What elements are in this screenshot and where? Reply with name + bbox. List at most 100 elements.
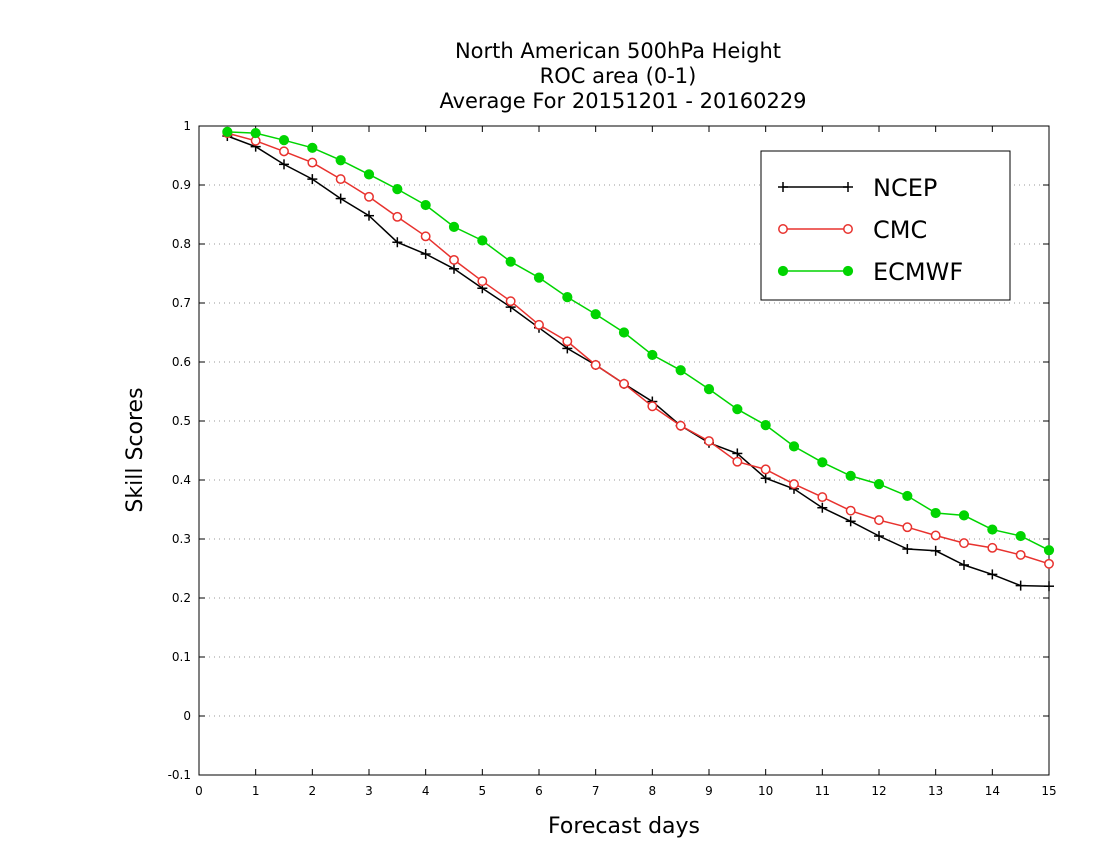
data-point-ecmwf — [392, 184, 403, 195]
chart-title-line-2: ROC area (0-1) — [540, 64, 697, 88]
data-point-cmc — [307, 157, 318, 168]
legend-item-ncep: NCEP — [778, 174, 937, 202]
y-tick-label: 0.7 — [172, 296, 191, 310]
y-tick-label: 0 — [183, 709, 191, 723]
legend-label-ncep: NCEP — [873, 174, 937, 202]
data-point-ecmwf — [222, 126, 233, 137]
data-point-ecmwf — [845, 470, 856, 481]
data-point-cmc — [817, 492, 828, 503]
legend-marker-cmc — [778, 224, 788, 234]
data-point-ncep — [307, 174, 318, 185]
data-point-cmc — [364, 191, 374, 202]
data-point-ecmwf — [873, 479, 885, 490]
data-point-ecmwf — [1015, 530, 1026, 542]
data-point-cmc — [279, 146, 289, 157]
data-point-ecmwf — [902, 490, 913, 502]
x-tick-label: 4 — [422, 784, 430, 798]
chart-title-line-1: North American 500hPa Height — [455, 39, 781, 63]
data-point-cmc — [335, 174, 346, 185]
data-point-cmc — [675, 420, 686, 431]
data-point-cmc — [505, 296, 516, 307]
y-axis-label: Skill Scores — [123, 387, 148, 512]
data-point-ecmwf — [590, 309, 601, 320]
y-tick-label: 0.9 — [172, 178, 191, 192]
legend-marker-ncep — [778, 182, 788, 192]
data-point-ecmwf — [1043, 545, 1055, 556]
data-point-ecmwf — [250, 127, 261, 139]
data-point-cmc — [760, 464, 771, 475]
data-point-ecmwf — [335, 155, 346, 166]
y-tick-label: 0.4 — [172, 473, 191, 487]
data-point-ecmwf — [703, 384, 715, 395]
data-point-ecmwf — [533, 272, 545, 283]
y-tick-label: 0.8 — [172, 237, 191, 251]
data-point-ecmwf — [618, 327, 630, 338]
y-tick-label: 0.2 — [172, 591, 191, 605]
data-point-ncep — [420, 249, 431, 260]
data-point-ecmwf — [817, 457, 828, 468]
x-tick-label: 1 — [252, 784, 260, 798]
legend: NCEP CMC ECMWF — [760, 150, 1011, 301]
data-point-ecmwf — [505, 256, 516, 267]
x-tick-label: 2 — [309, 784, 317, 798]
chart-title: North American 500hPa Height ROC area (0… — [439, 39, 806, 113]
data-point-ecmwf — [363, 169, 375, 180]
data-point-ecmwf — [278, 135, 290, 146]
x-tick-label: 7 — [592, 784, 600, 798]
x-tick-label: 15 — [1041, 784, 1056, 798]
legend-item-cmc: CMC — [778, 216, 927, 244]
x-tick-label: 5 — [479, 784, 487, 798]
data-point-cmc — [874, 515, 884, 526]
data-point-ecmwf — [930, 507, 941, 519]
data-point-ecmwf — [420, 199, 431, 211]
y-tick-label: -0.1 — [168, 768, 191, 782]
data-point-ncep — [817, 502, 828, 513]
data-point-ncep — [874, 531, 884, 542]
y-tick-label: 1 — [183, 119, 191, 133]
data-point-ecmwf — [958, 510, 970, 521]
data-point-cmc — [562, 336, 573, 347]
data-point-cmc — [902, 522, 913, 533]
data-point-cmc — [1015, 549, 1026, 560]
data-point-cmc — [619, 378, 629, 389]
data-point-ecmwf — [675, 365, 686, 376]
legend-marker-cmc — [843, 224, 853, 234]
data-point-ecmwf — [477, 235, 488, 246]
chart-title-line-3: Average For 20151201 - 20160229 — [439, 89, 806, 113]
legend-label-cmc: CMC — [873, 216, 927, 244]
y-tick-label: 0.3 — [172, 532, 191, 546]
data-point-ncep — [335, 193, 346, 204]
grid — [199, 184, 1049, 717]
data-point-ecmwf — [448, 221, 460, 232]
data-point-ncep — [279, 159, 289, 170]
x-tick-label: 14 — [985, 784, 1000, 798]
data-point-cmc — [704, 436, 714, 447]
legend-items: NCEP CMC ECMWF — [777, 174, 963, 286]
x-tick-label: 13 — [928, 784, 943, 798]
series-cmc — [222, 128, 1054, 569]
data-point-cmc — [420, 231, 431, 242]
x-tick-label: 6 — [535, 784, 543, 798]
x-tick-label: 3 — [365, 784, 373, 798]
data-point-cmc — [534, 319, 544, 330]
data-point-cmc — [732, 456, 743, 467]
data-point-cmc — [930, 530, 941, 541]
data-point-ncep — [1015, 580, 1026, 591]
data-point-ncep — [449, 263, 459, 274]
data-point-ncep — [987, 569, 998, 580]
data-point-cmc — [590, 360, 601, 370]
data-point-ecmwf — [987, 524, 998, 535]
data-point-ecmwf — [788, 441, 800, 452]
data-point-ecmwf — [562, 292, 573, 303]
legend-marker-ecmwf — [842, 265, 854, 277]
data-point-cmc — [392, 211, 403, 222]
axis-ticks: -0.100.10.20.30.40.50.60.70.80.910 1 2 3 4 5 6… — [168, 119, 1057, 798]
legend-item-ecmwf: ECMWF — [777, 258, 963, 286]
series-ecmwf — [222, 126, 1055, 556]
x-tick-label: 0 — [195, 784, 203, 798]
data-point-ecmwf — [647, 349, 658, 361]
data-point-ncep — [930, 545, 941, 556]
y-tick-label: 0.6 — [172, 355, 191, 369]
legend-marker-ecmwf — [777, 265, 789, 277]
data-point-ncep — [364, 210, 374, 221]
